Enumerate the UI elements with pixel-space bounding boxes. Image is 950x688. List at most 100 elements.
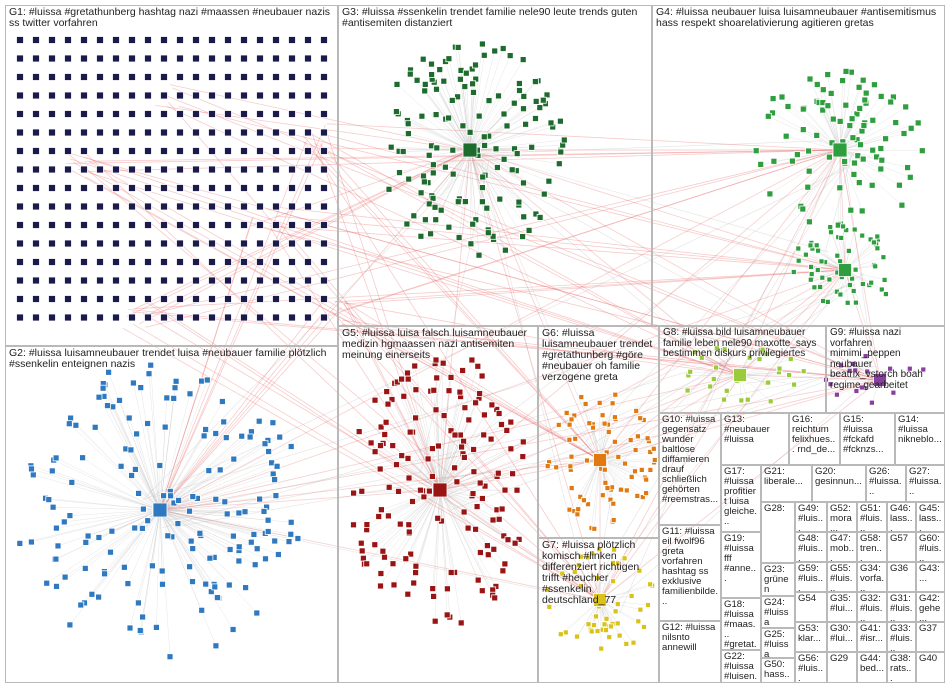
g6-node — [567, 463, 574, 470]
g4-node — [862, 89, 870, 97]
g6-node — [591, 525, 598, 532]
g4-node — [852, 266, 859, 273]
g2-node — [189, 545, 197, 552]
g5-node — [511, 539, 519, 547]
g1-node — [176, 221, 184, 229]
g1-node — [160, 36, 168, 44]
g7-node — [623, 641, 630, 647]
g2-node — [139, 505, 147, 513]
g5-node — [407, 550, 415, 558]
g1-node — [192, 295, 200, 303]
g1-node — [16, 221, 24, 229]
g1-node — [256, 276, 264, 285]
g3-node — [413, 76, 421, 84]
g2-node — [28, 465, 35, 473]
g3-node — [396, 169, 403, 177]
g1-node — [272, 276, 280, 285]
g3-node — [485, 97, 493, 104]
g2-node — [206, 554, 214, 562]
g9-node — [853, 388, 860, 394]
g4-node — [838, 234, 845, 241]
g1-node — [240, 73, 248, 81]
group-label: G6: #luissa luisamneubauer trendet #gret… — [542, 327, 653, 383]
g5-node — [513, 486, 521, 494]
g8-node — [776, 365, 783, 372]
g4-node — [859, 232, 866, 239]
g1-node — [96, 295, 104, 303]
g5-node — [447, 373, 455, 381]
g4-node — [877, 165, 885, 173]
g5-node — [395, 487, 402, 495]
g1-node — [208, 147, 216, 155]
group-panel-g46: G46: lass... — [887, 502, 916, 532]
g1-node — [192, 276, 200, 285]
group-panel-g14: G14: #luissa nikneblo... — [895, 413, 945, 465]
g1-node — [320, 128, 328, 137]
g5-node — [385, 483, 393, 491]
g3-hub-node — [462, 142, 478, 158]
group-panel-g60: G60: #luis... — [916, 532, 945, 562]
g6-node — [553, 464, 560, 471]
g1-node — [320, 276, 328, 285]
g4-node — [757, 160, 765, 168]
g1-node — [48, 147, 56, 155]
g5-node — [432, 406, 440, 414]
g6-node — [634, 492, 641, 499]
g4-node — [819, 274, 826, 281]
g2-node — [171, 384, 179, 392]
g3-node — [440, 77, 448, 85]
g3-node — [520, 105, 527, 113]
g6-node — [635, 433, 641, 440]
g4-node — [813, 81, 821, 88]
g1-node — [112, 313, 120, 322]
graph-nodes — [16, 36, 927, 661]
g2-node — [202, 426, 210, 433]
g3-node — [387, 143, 395, 151]
g2-node — [133, 430, 141, 438]
g5-node — [377, 582, 384, 590]
g7-node — [645, 602, 651, 608]
group-panel-g8: G8: #luissa bild luisamneubauer familie … — [659, 326, 826, 413]
g2-node — [107, 548, 114, 556]
g1-node — [96, 313, 104, 322]
g1-node — [160, 128, 168, 137]
g3-node — [432, 216, 440, 224]
g5-node — [377, 442, 384, 450]
g5-node — [367, 439, 375, 447]
g5-node — [470, 468, 478, 476]
g8-node — [756, 356, 763, 363]
group-label: G31: #luis... — [890, 593, 914, 622]
g4-node — [807, 276, 814, 283]
g4-node — [808, 271, 815, 278]
g4-node — [841, 158, 848, 165]
g2-node — [229, 626, 237, 633]
g1-node — [288, 36, 296, 44]
g3-node — [520, 179, 527, 187]
g1-node — [288, 313, 296, 322]
g2-node — [95, 534, 103, 541]
g1-node — [192, 184, 200, 192]
g4-node — [847, 282, 853, 288]
g2-node — [65, 420, 73, 428]
g5-node — [377, 506, 385, 514]
g7-node — [574, 633, 580, 640]
g4-node — [904, 164, 911, 172]
group-panel-g58: G58: tren... — [857, 532, 887, 562]
group-panel-g28: G28: — [761, 502, 795, 563]
g9-node — [838, 362, 844, 369]
g7-node — [557, 631, 564, 638]
g3-node — [525, 226, 533, 234]
g4-node — [814, 267, 821, 273]
group-label: G27: #luissa... — [909, 466, 942, 497]
group-panel-g35: G35: #lui... — [827, 592, 857, 622]
g2-node — [274, 551, 282, 558]
g2-node — [222, 434, 230, 442]
g2-node — [101, 570, 108, 578]
g2-node — [223, 510, 231, 518]
g1-node — [320, 73, 328, 81]
g5-node — [404, 590, 412, 598]
g4-node — [844, 299, 851, 306]
g2-node — [68, 478, 76, 486]
g2-node — [226, 546, 234, 553]
g5-node — [358, 487, 366, 495]
